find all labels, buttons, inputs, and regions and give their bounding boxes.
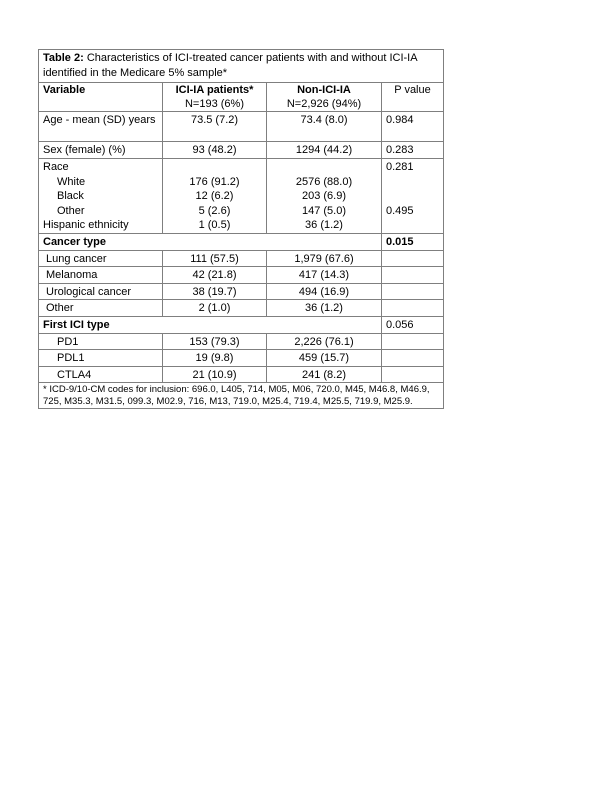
race-black-ici: 12 (6.2) (195, 190, 234, 203)
race-white-label: White (57, 175, 86, 188)
age-label: Age - mean (SD) years (38, 111, 163, 142)
race-other-non: 147 (5.0) (301, 204, 347, 217)
urological-cancer-ici: 38 (19.7) (162, 282, 267, 301)
pd1-pvalue (380, 332, 445, 351)
pd1-label: PD1 (57, 335, 79, 348)
ctla4-pvalue (380, 365, 445, 384)
first-ici-type-label: First ICI type (38, 315, 382, 334)
table-title: Table 2: Characteristics of ICI-treated … (37, 49, 445, 83)
race-non-blank (271, 160, 377, 175)
race-other-ici: 5 (2.6) (198, 204, 231, 217)
row-sex: Sex (female) (%) 93 (48.2) 1294 (44.2) 0… (38, 141, 445, 159)
pd1-ici: 153 (79.3) (162, 332, 267, 351)
pd1-non: 2,226 (76.1) (266, 332, 382, 351)
race-labels: Race White Black Other Hispanic ethnicit… (38, 158, 163, 234)
row-urological-cancer: Urological cancer 38 (19.7) 494 (16.9) (38, 282, 445, 301)
lung-cancer-pvalue (380, 249, 445, 268)
melanoma-pvalue (380, 266, 445, 284)
table-title-text: Characteristics of ICI-treated cancer pa… (43, 52, 417, 79)
ctla4-label: CTLA4 (57, 368, 92, 381)
first-ici-type-pvalue: 0.056 (380, 315, 445, 334)
row-footnote: * ICD-9/10-CM codes for inclusion: 696.0… (37, 382, 445, 409)
table-2: Table 2: Characteristics of ICI-treated … (37, 49, 445, 409)
row-pd1: PD1 153 (79.3) 2,226 (76.1) (38, 332, 445, 351)
pdl1-label: PDL1 (57, 352, 85, 365)
other-cancer-pvalue (380, 299, 445, 317)
other-cancer-ici: 2 (1.0) (162, 299, 267, 317)
ctla4-non: 241 (8.2) (266, 365, 382, 384)
sex-non-value: 1294 (44.2) (266, 141, 382, 159)
race-other-pvalue: 0.495 (386, 204, 414, 217)
row-ctla4: CTLA4 21 (10.9) 241 (8.2) (38, 365, 445, 384)
race-other-label: Other (57, 204, 85, 217)
urological-cancer-label: Urological cancer (38, 282, 163, 301)
cancer-type-pvalue: 0.015 (380, 232, 445, 251)
row-age: Age - mean (SD) years 73.5 (7.2) 73.4 (8… (38, 111, 445, 142)
row-race-block: Race White Black Other Hispanic ethnicit… (38, 158, 445, 234)
race-ici-blank (167, 160, 262, 175)
race-white-non: 2576 (88.0) (295, 175, 353, 188)
header-variable: Variable (38, 82, 163, 112)
header-row: Variable ICI-IA patients* N=193 (6%) Non… (38, 82, 445, 112)
cancer-type-label: Cancer type (38, 232, 382, 251)
pdl1-pvalue (380, 349, 445, 367)
table-title-label: Table 2: (43, 52, 84, 64)
footnote-text: * ICD-9/10-CM codes for inclusion: 696.0… (37, 382, 445, 409)
melanoma-ici: 42 (21.8) (162, 266, 267, 284)
header-non-ici-ia-n: N=2,926 (94%) (286, 97, 362, 110)
header-pvalue: P value (380, 82, 445, 112)
urological-cancer-non: 494 (16.9) (266, 282, 382, 301)
header-ici-ia: ICI-IA patients* N=193 (6%) (162, 82, 267, 112)
pdl1-non: 459 (15.7) (266, 349, 382, 367)
urological-cancer-pvalue (380, 282, 445, 301)
other-cancer-non: 36 (1.2) (266, 299, 382, 317)
sex-pvalue: 0.283 (380, 141, 445, 159)
ctla4-ici: 21 (10.9) (162, 365, 267, 384)
race-ici-values: 176 (91.2) 12 (6.2) 5 (2.6) 1 (0.5) (162, 158, 267, 234)
row-melanoma: Melanoma 42 (21.8) 417 (14.3) (38, 266, 445, 284)
melanoma-non: 417 (14.3) (266, 266, 382, 284)
race-non-values: 2576 (88.0) 203 (6.9) 147 (5.0) 36 (1.2) (266, 158, 382, 234)
row-cancer-type: Cancer type 0.015 (38, 232, 445, 251)
race-black-label: Black (57, 190, 84, 203)
hispanic-label: Hispanic ethnicity (43, 219, 129, 232)
race-label: Race (43, 161, 69, 173)
row-other-cancer: Other 2 (1.0) 36 (1.2) (38, 299, 445, 317)
race-pvalue: 0.281 (386, 161, 414, 173)
lung-cancer-non: 1,979 (67.6) (266, 249, 382, 268)
header-non-ici-ia: Non-ICI-IA N=2,926 (94%) (266, 82, 382, 112)
pdl1-ici: 19 (9.8) (162, 349, 267, 367)
race-black-non: 203 (6.9) (301, 190, 347, 203)
hispanic-non: 36 (1.2) (305, 219, 343, 232)
row-first-ici-type: First ICI type 0.056 (38, 315, 445, 334)
sex-ici-value: 93 (48.2) (162, 141, 267, 159)
title-row: Table 2: Characteristics of ICI-treated … (37, 49, 445, 83)
age-ici-value: 73.5 (7.2) (162, 111, 267, 142)
lung-cancer-ici: 111 (57.5) (162, 249, 267, 268)
header-ici-ia-title: ICI-IA patients* (175, 84, 254, 96)
race-pvalues: 0.281 0.495 (380, 158, 445, 234)
other-cancer-label: Other (38, 299, 163, 317)
sex-label: Sex (female) (%) (38, 141, 163, 159)
melanoma-label: Melanoma (38, 266, 163, 284)
race-white-ici: 176 (91.2) (189, 175, 240, 188)
lung-cancer-label: Lung cancer (38, 249, 163, 268)
hispanic-ici: 1 (0.5) (198, 219, 231, 232)
race-pvalue-spacer (386, 175, 439, 204)
row-lung-cancer: Lung cancer 111 (57.5) 1,979 (67.6) (38, 249, 445, 268)
age-non-value: 73.4 (8.0) (266, 111, 382, 142)
header-non-ici-ia-title: Non-ICI-IA (297, 84, 351, 96)
age-pvalue: 0.984 (380, 111, 445, 142)
header-ici-ia-n: N=193 (6%) (184, 97, 244, 110)
row-pdl1: PDL1 19 (9.8) 459 (15.7) (38, 349, 445, 367)
